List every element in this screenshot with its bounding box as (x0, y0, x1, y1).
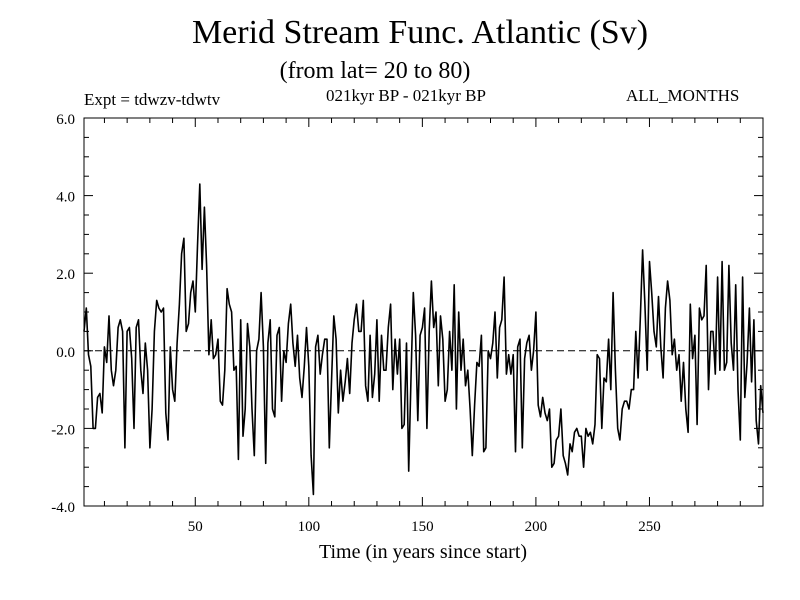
y-tick-label: 6.0 (56, 112, 75, 128)
x-tick-label: 200 (525, 519, 548, 535)
y-tick-label: 2.0 (56, 267, 75, 283)
series-line (83, 183, 764, 496)
axis-ticks (84, 117, 764, 507)
x-axis-label: Time (in years since start) (319, 541, 527, 563)
x-tick-label: 50 (188, 519, 203, 535)
period-label: 021kyr BP - 021kyr BP (326, 86, 486, 105)
x-tick-labels: 50 100 150 200 250 (188, 519, 661, 535)
y-tick-label: -2.0 (51, 422, 75, 438)
experiment-label: Expt = tdwzv-tdwtv (84, 90, 221, 109)
chart-subtitle: (from lat= 20 to 80) (279, 58, 471, 84)
x-tick-label: 250 (638, 519, 661, 535)
months-label: ALL_MONTHS (626, 86, 740, 105)
y-tick-label: -4.0 (51, 500, 75, 516)
y-tick-label: 4.0 (56, 190, 75, 206)
y-tick-labels: -4.0 -2.0 0.0 2.0 4.0 6.0 (51, 112, 75, 516)
chart-title: Merid Stream Func. Atlantic (Sv) (191, 14, 649, 51)
x-tick-label: 100 (298, 519, 321, 535)
x-tick-label: 150 (411, 519, 434, 535)
y-tick-label: 0.0 (56, 345, 75, 361)
